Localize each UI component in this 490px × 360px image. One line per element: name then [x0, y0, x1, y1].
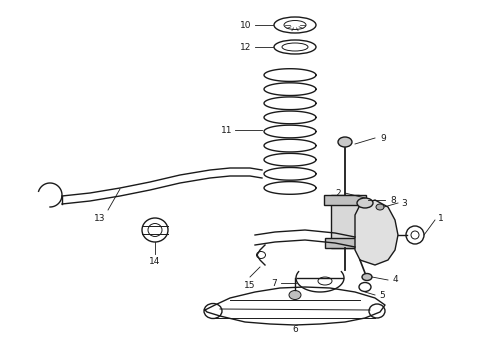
Ellipse shape: [357, 198, 373, 208]
Text: 11: 11: [221, 126, 233, 135]
Ellipse shape: [289, 291, 301, 300]
Ellipse shape: [338, 137, 352, 147]
Polygon shape: [355, 200, 398, 265]
Ellipse shape: [362, 274, 372, 280]
Text: 6: 6: [292, 325, 298, 334]
Text: 13: 13: [94, 213, 106, 222]
Text: 4: 4: [392, 275, 398, 284]
Text: 12: 12: [240, 42, 252, 51]
Polygon shape: [325, 238, 365, 248]
Text: 2: 2: [335, 189, 341, 198]
Text: 9: 9: [380, 134, 386, 143]
Text: 7: 7: [271, 279, 277, 288]
Text: 5: 5: [379, 291, 385, 300]
Ellipse shape: [376, 204, 384, 210]
Text: 14: 14: [149, 257, 161, 266]
Text: 3: 3: [401, 198, 407, 207]
Text: 1: 1: [438, 213, 444, 222]
Text: 15: 15: [244, 280, 256, 289]
Polygon shape: [324, 195, 366, 205]
Text: 8: 8: [390, 195, 396, 204]
Text: 10: 10: [240, 21, 252, 30]
Polygon shape: [331, 195, 359, 248]
